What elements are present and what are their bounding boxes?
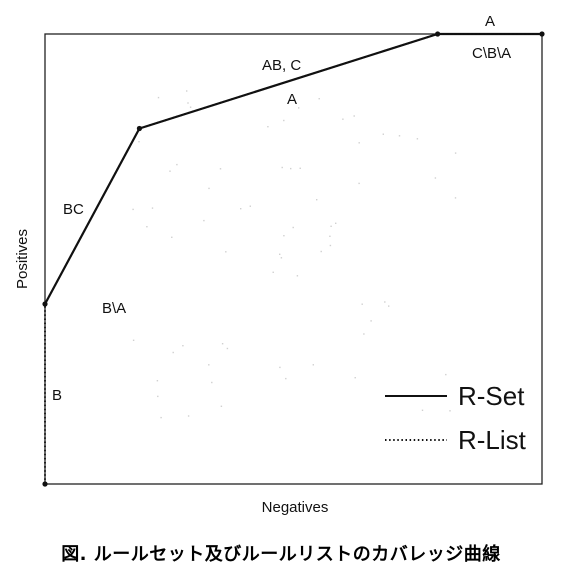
background-speck: [169, 170, 171, 172]
background-speck: [157, 395, 159, 398]
background-speck: [281, 166, 283, 169]
background-speck: [398, 135, 401, 137]
segment-label-a-mid: A: [287, 91, 297, 108]
legend-label-r-set: R-Set: [458, 381, 525, 411]
background-speck: [330, 225, 332, 227]
data-point: [435, 31, 441, 37]
background-speck: [267, 126, 269, 128]
data-point: [42, 481, 48, 487]
data-point: [539, 31, 545, 37]
background-speck: [189, 106, 192, 108]
background-speck: [280, 257, 283, 259]
background-speck: [171, 236, 173, 238]
background-speck: [298, 107, 300, 109]
segment-label-a-top: A: [485, 13, 495, 30]
background-speck: [283, 235, 285, 237]
background-speck: [358, 142, 360, 144]
background-speck: [416, 138, 419, 140]
background-speck: [272, 271, 274, 273]
background-speck: [187, 415, 190, 417]
plot-frame: [44, 33, 543, 485]
background-speck: [329, 244, 332, 247]
background-speck: [211, 381, 213, 384]
background-speck: [219, 168, 222, 170]
background-speck: [132, 208, 134, 211]
background-speck: [320, 250, 322, 253]
background-speck: [292, 226, 294, 229]
background-speck: [363, 333, 365, 335]
background-speck: [208, 187, 210, 190]
background-speck: [240, 208, 242, 210]
background-speck: [329, 235, 331, 237]
background-speck: [220, 405, 223, 407]
coverage-chart: BC AB, C A B B\A A C\B\A R-Set R-List Ne…: [14, 13, 545, 516]
background-speck: [283, 119, 285, 122]
background-speck: [203, 219, 205, 222]
background-speck: [160, 416, 162, 419]
segment-label-bc: BC: [63, 201, 84, 218]
background-speck: [296, 275, 299, 277]
background-speck: [353, 115, 355, 117]
background-speck: [225, 251, 227, 253]
background-speck: [434, 177, 437, 179]
figure-caption: 図. ルールセット及びルールリストのカバレッジ曲線: [61, 544, 501, 565]
background-speck: [312, 364, 314, 366]
background-speck: [370, 320, 372, 322]
background-speck: [151, 207, 154, 209]
background-speck: [454, 152, 457, 154]
background-speck: [182, 345, 184, 347]
background-speck: [342, 118, 344, 120]
background-speck: [172, 351, 174, 354]
background-speck: [156, 380, 159, 382]
y-axis-label: Positives: [14, 229, 31, 289]
series-line-r-set: [44, 32, 542, 305]
background-speck: [157, 96, 160, 99]
background-speck: [221, 343, 224, 345]
background-speck: [299, 167, 301, 169]
segment-label-ab-c: AB, C: [262, 57, 301, 74]
data-point: [136, 125, 143, 132]
background-speck: [208, 364, 210, 366]
background-speck: [186, 90, 188, 92]
background-speck: [285, 377, 287, 380]
background-speck: [388, 305, 390, 307]
background-speck: [132, 339, 135, 341]
series-line-r-list: [44, 33, 542, 484]
background-speck: [358, 182, 360, 185]
background-speck: [445, 373, 447, 376]
background-speck: [290, 167, 292, 170]
background-speck: [318, 98, 320, 100]
background-speck: [226, 347, 229, 350]
background-speck: [279, 253, 281, 255]
background-specks: [132, 90, 457, 419]
background-speck: [449, 410, 451, 412]
background-speck: [335, 222, 337, 224]
background-speck: [421, 409, 424, 411]
background-speck: [146, 226, 148, 228]
segment-label-b-minus-a: B\A: [102, 300, 126, 317]
segment-label-b: B: [52, 387, 62, 404]
background-speck: [138, 141, 140, 143]
background-speck: [454, 197, 457, 199]
background-speck: [279, 366, 281, 369]
x-axis-label: Negatives: [262, 499, 329, 516]
background-speck: [354, 377, 356, 379]
background-speck: [176, 163, 178, 166]
background-speck: [384, 301, 386, 303]
background-speck: [249, 205, 251, 207]
background-speck: [361, 303, 363, 305]
legend: R-Set R-List: [385, 381, 527, 455]
data-point: [42, 301, 48, 307]
background-speck: [187, 102, 189, 104]
segment-label-c-minus-b-minus-a: C\B\A: [472, 45, 511, 62]
legend-label-r-list: R-List: [458, 425, 527, 455]
background-speck: [316, 199, 318, 201]
background-speck: [382, 133, 384, 135]
